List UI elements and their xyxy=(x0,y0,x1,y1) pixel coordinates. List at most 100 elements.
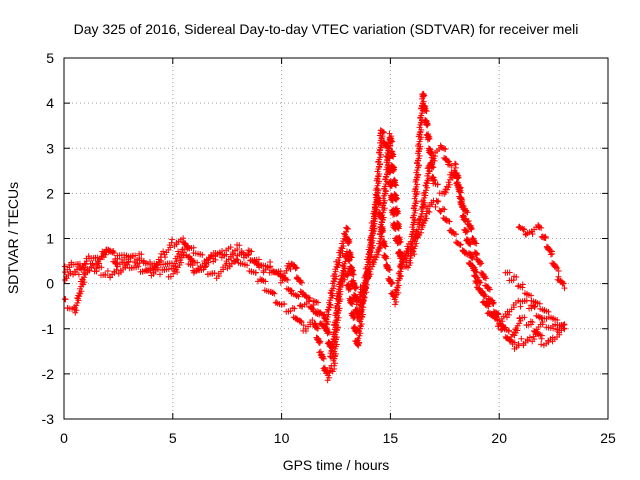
data-point xyxy=(295,293,302,300)
data-point xyxy=(297,317,304,324)
data-point xyxy=(199,251,206,258)
data-point xyxy=(395,225,402,232)
data-point xyxy=(442,146,449,153)
data-point xyxy=(395,239,402,246)
series-2 xyxy=(62,186,546,384)
data-point xyxy=(348,300,355,307)
data-point xyxy=(390,168,397,175)
data-point xyxy=(392,196,399,203)
data-point xyxy=(387,183,394,190)
data-point xyxy=(344,225,351,232)
data-point xyxy=(452,161,459,168)
data-point xyxy=(230,251,237,258)
data-point xyxy=(441,206,448,213)
data-point xyxy=(446,158,453,165)
data-point xyxy=(423,108,430,115)
data-point xyxy=(316,339,323,346)
data-point xyxy=(529,319,536,326)
data-point xyxy=(221,251,228,258)
data-point xyxy=(554,276,561,283)
data-point xyxy=(394,209,401,216)
data-point xyxy=(503,335,510,342)
data-point xyxy=(555,268,562,274)
data-point xyxy=(505,311,512,318)
data-point xyxy=(542,234,549,241)
data-point xyxy=(538,341,545,348)
y-axis-label: SDTVAR / TECUs xyxy=(5,182,21,294)
data-point xyxy=(468,226,475,233)
data-point xyxy=(298,319,305,326)
data-point xyxy=(560,322,567,329)
data-point xyxy=(135,263,142,270)
data-point xyxy=(493,314,500,321)
data-point xyxy=(252,269,259,276)
data-point xyxy=(259,276,266,283)
data-point xyxy=(439,205,446,212)
data-point xyxy=(113,266,120,273)
data-point xyxy=(269,289,276,296)
data-point xyxy=(463,208,470,215)
data-point xyxy=(457,241,464,248)
data-point xyxy=(560,280,567,287)
data-point xyxy=(102,271,109,278)
data-point xyxy=(460,203,467,210)
data-point xyxy=(348,254,355,261)
data-point xyxy=(424,136,431,143)
data-point xyxy=(188,258,195,265)
data-point xyxy=(248,248,255,255)
data-point xyxy=(293,264,300,271)
data-point xyxy=(486,286,493,293)
data-point xyxy=(346,257,353,264)
data-point xyxy=(383,255,390,262)
data-point xyxy=(345,257,352,264)
data-point xyxy=(320,355,327,362)
data-point xyxy=(482,293,489,300)
data-point xyxy=(455,174,462,181)
data-point xyxy=(343,272,350,279)
data-point xyxy=(348,268,355,275)
data-point xyxy=(397,253,404,260)
chart-title: Day 325 of 2016, Sidereal Day-to-day VTE… xyxy=(74,21,579,37)
data-point xyxy=(169,236,176,243)
data-point xyxy=(104,268,111,274)
data-point xyxy=(388,137,395,144)
data-point xyxy=(454,174,461,181)
data-point xyxy=(425,135,432,142)
data-point xyxy=(513,274,520,281)
data-point xyxy=(385,266,392,273)
data-point xyxy=(372,191,379,198)
x-tick-label: 25 xyxy=(600,430,616,446)
data-point xyxy=(423,121,430,128)
data-point xyxy=(426,168,433,175)
data-point xyxy=(298,279,305,286)
data-point xyxy=(211,270,218,277)
data-point xyxy=(419,93,426,100)
data-point xyxy=(62,263,68,270)
data-point xyxy=(459,202,466,209)
data-point xyxy=(462,217,469,224)
data-point xyxy=(485,303,492,310)
data-point xyxy=(306,295,313,302)
data-point xyxy=(555,273,562,280)
data-point xyxy=(314,325,321,332)
data-point xyxy=(434,198,441,205)
data-point xyxy=(313,325,320,332)
data-point xyxy=(395,224,402,231)
data-point xyxy=(479,299,486,306)
data-point xyxy=(435,198,442,205)
data-point xyxy=(350,281,357,288)
y-tick-label: -3 xyxy=(42,411,55,427)
data-point xyxy=(472,268,479,275)
data-point xyxy=(393,196,400,203)
data-point xyxy=(554,264,561,271)
data-point xyxy=(382,243,389,250)
data-point xyxy=(349,268,356,275)
data-point xyxy=(190,244,197,251)
data-point xyxy=(473,240,480,247)
data-point xyxy=(480,292,487,299)
data-point xyxy=(434,181,441,188)
data-point xyxy=(254,260,261,267)
data-point xyxy=(454,175,461,182)
data-point xyxy=(183,243,190,250)
